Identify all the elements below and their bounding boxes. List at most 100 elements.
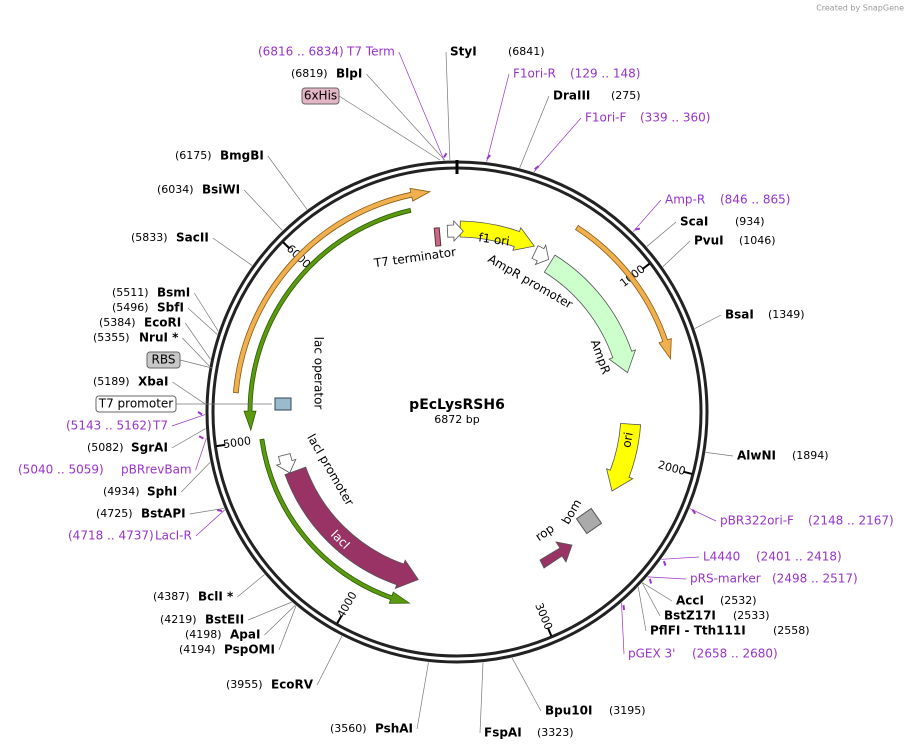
feature-label: lac operator [312, 337, 326, 410]
enzyme-text: (1046) [739, 234, 776, 247]
enzyme-text: (4934) [103, 485, 140, 498]
enzyme-text: Bpu10I [545, 704, 592, 718]
tick-label: 4000 [335, 589, 360, 620]
leader-line [533, 117, 582, 173]
enzyme-text: BstEII [205, 613, 244, 627]
primer-mark [486, 154, 491, 160]
tick-label: 5000 [222, 434, 252, 451]
leader-line [338, 95, 441, 161]
enzyme-text: PflFI - Tth111I [650, 624, 746, 638]
leader-line [237, 574, 265, 598]
leader-line [172, 381, 206, 405]
enzyme-text: (2558) [773, 624, 810, 637]
enzyme-text: (4387) [153, 590, 190, 603]
feature-box [95, 395, 177, 413]
leader-line [661, 556, 700, 560]
enzyme-text: BclI * [198, 590, 234, 604]
enzyme-text: (934) [735, 215, 765, 228]
tick-mark [216, 443, 226, 448]
enzyme-text: BstAPI [141, 507, 186, 521]
leader-line [479, 662, 484, 734]
leader-line [662, 240, 691, 267]
leader-line [646, 221, 677, 247]
primer-text: L4440 [703, 550, 740, 564]
tick-label: 2000 [657, 458, 687, 478]
enzyme-text: EcoRI [144, 316, 181, 330]
enzyme-text: (5189) [93, 375, 130, 388]
bom-box [575, 507, 603, 535]
leader-line [243, 189, 283, 231]
feature-box-label: RBS [152, 353, 176, 367]
leader-line [416, 662, 429, 730]
primer-text: (129 .. 148) [570, 67, 640, 81]
leader-line [621, 602, 625, 655]
tick-mark [683, 470, 693, 475]
leader-line [179, 359, 213, 369]
enzyme-text: (2533) [733, 609, 770, 622]
enzyme-text: (6175) [175, 149, 212, 162]
leader-line [278, 605, 297, 651]
tick-mark [546, 627, 553, 637]
leader-line [195, 438, 207, 471]
primer-text: T7 Term [346, 45, 395, 59]
leader-line [705, 452, 734, 457]
enzyme-text: (4219) [160, 613, 197, 626]
enzyme-text: AlwNI [737, 449, 776, 463]
primer-mark [443, 152, 448, 158]
leader-line [445, 51, 451, 161]
primer-mark [648, 578, 653, 584]
leader-line [187, 307, 218, 335]
primer-text: (846 .. 865) [720, 193, 790, 207]
primer-text: (2401 .. 2418) [756, 550, 842, 564]
enzyme-text: (4198) [185, 628, 222, 641]
primer-text: (339 .. 360) [640, 111, 710, 125]
leader-line [398, 51, 445, 161]
enzyme-text: EcoRV [271, 678, 314, 692]
enzyme-text: BmgBI [220, 149, 264, 163]
lac-operator-box [274, 397, 292, 411]
enzyme-text: BlpI [336, 67, 362, 81]
orange-arc [574, 224, 672, 360]
tick-mark [336, 615, 343, 624]
leader-line [184, 322, 211, 360]
primer-text: pBR322ori-F [720, 514, 794, 528]
leader-line [486, 73, 510, 162]
enzyme-text: (6819) [291, 67, 328, 80]
ampr-arrow [543, 254, 637, 374]
leader-line [511, 657, 542, 712]
primer-mark [662, 560, 667, 566]
primer-text: Amp-R [665, 193, 705, 207]
enzyme-text: (5496) [112, 301, 149, 314]
enzyme-text: (5511) [112, 286, 149, 299]
enzyme-text: (4194) [179, 643, 216, 656]
enzyme-text: (5355) [93, 331, 130, 344]
rop-arrow [539, 541, 573, 569]
feature-label: rop [533, 521, 557, 544]
enzyme-text: BsmI [157, 286, 190, 300]
enzyme-text: ApaI [230, 628, 260, 642]
enzyme-text: NruI * [139, 331, 179, 345]
leader-line [641, 582, 661, 617]
enzyme-text: (5833) [131, 231, 168, 244]
primer-mark [197, 411, 203, 416]
feature-label: f1 ori [478, 230, 511, 248]
enzyme-text: (6034) [157, 183, 194, 196]
feature-label: ori [619, 431, 635, 449]
leader-line [212, 237, 253, 266]
primer-mark [691, 509, 697, 515]
laci-arrow [284, 466, 419, 590]
leader-line [642, 582, 673, 602]
primer-text: (2148 .. 2167) [808, 514, 894, 528]
enzyme-text: PspOMI [224, 643, 275, 657]
feature-box-label: T7 promoter [98, 397, 174, 411]
enzyme-text: SgrAI [131, 441, 168, 455]
leader-line [647, 576, 687, 580]
leader-line [193, 292, 219, 332]
green-arc [259, 438, 411, 604]
primer-text: pBRrevBam [121, 463, 192, 477]
feature-box [146, 351, 181, 369]
enzyme-text: BsiWI [202, 183, 240, 197]
primer-text: F1ori-F [585, 111, 626, 125]
enzyme-text: PvuI [694, 234, 724, 248]
